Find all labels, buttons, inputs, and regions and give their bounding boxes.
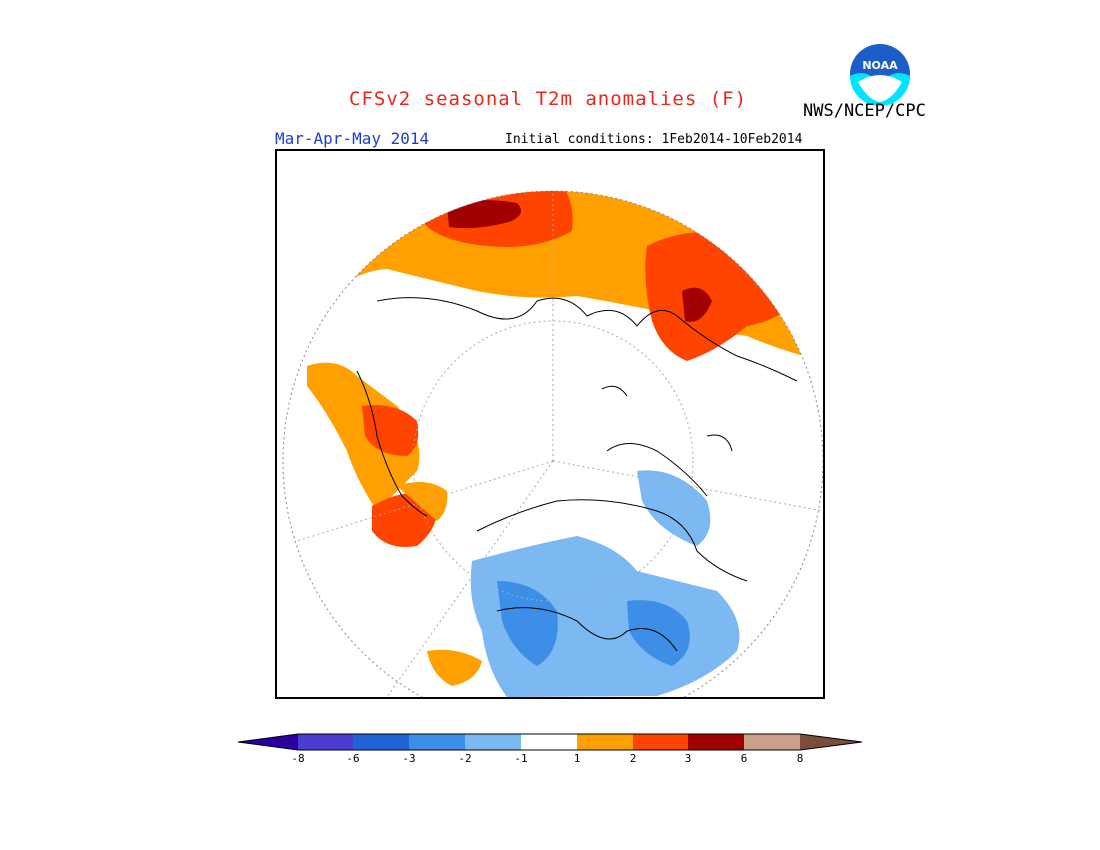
coastlines [356, 297, 798, 652]
map-title: CFSv2 seasonal T2m anomalies (F) [349, 88, 748, 110]
colorbar-tick-label: 1 [573, 752, 581, 765]
colorbar-segment [633, 734, 688, 750]
anomaly-region-arctic-cool [637, 470, 711, 546]
anomaly-region-siberia-extreme [447, 200, 521, 229]
colorbar-tick-label: 6 [740, 752, 748, 765]
globe-boundary [282, 190, 823, 697]
colorbar [237, 732, 863, 772]
noaa-logo: NOAA [848, 42, 912, 106]
noaa-logo-text: NOAA [862, 59, 898, 72]
anomaly-region-europe-extreme [682, 287, 712, 322]
colorbar-tick-label: 2 [629, 752, 637, 765]
agency-label: NWS/NCEP/CPC [803, 101, 926, 121]
colorbar-arrow-high [800, 734, 862, 750]
colorbar-segment [298, 734, 353, 750]
anomaly-region-westus-warm [427, 649, 482, 686]
colorbar-segment [744, 734, 800, 750]
colorbar-segment [353, 734, 409, 750]
anomaly-region-canada-cooler [497, 581, 558, 666]
colorbar-segment [577, 734, 633, 750]
forecast-period: Mar-Apr-May 2014 [275, 129, 430, 148]
meridian-line [386, 460, 554, 697]
colorbar-segment [465, 734, 521, 750]
anomaly-region-asia-warm [317, 191, 823, 361]
anomaly-region-alaska-hot [362, 405, 419, 456]
colorbar-segment [409, 734, 465, 750]
colorbar-tick-label: -2 [458, 752, 472, 765]
initial-conditions: Initial conditions: 1Feb2014-10Feb2014 [505, 132, 803, 147]
colorbar-tick-label: -3 [402, 752, 416, 765]
colorbar-svg [237, 733, 863, 751]
colorbar-tick-label: 3 [684, 752, 692, 765]
colorbar-segment [688, 734, 744, 750]
polar-map-svg [282, 190, 823, 697]
colorbar-segment [521, 734, 577, 750]
polar-map [275, 149, 825, 699]
colorbar-arrow-low [238, 734, 298, 750]
colorbar-tick-label: -6 [346, 752, 360, 765]
anomaly-region-alaska-warm [307, 362, 420, 511]
colorbar-tick-label: 8 [796, 752, 804, 765]
colorbar-tick-label: -8 [291, 752, 305, 765]
meridian-line [552, 460, 823, 512]
colorbar-tick-label: -1 [514, 752, 528, 765]
latitude-circle [412, 320, 694, 602]
